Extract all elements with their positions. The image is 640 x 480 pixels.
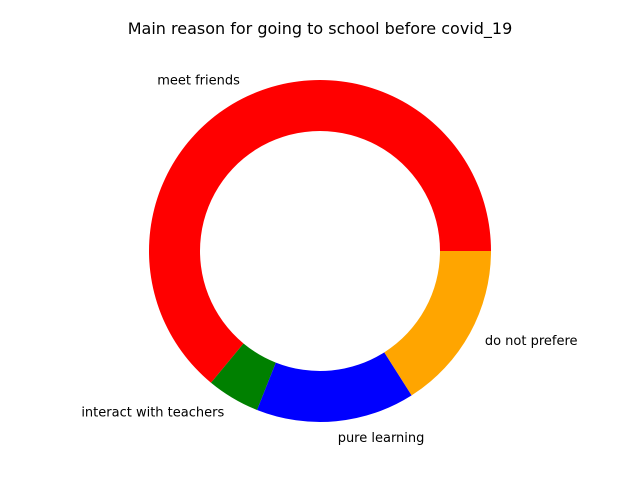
chart-title: Main reason for going to school before c… [128,19,513,39]
slice-interact-with-teachers [211,343,276,410]
slice-label-meet-friends: meet friends [157,73,240,88]
slice-pure-learning [257,352,412,423]
slice-labels: meet friends interact with teachers pure l… [81,73,577,445]
slice-meet-friends [149,79,492,383]
slice-label-pure-learning: pure learning [338,431,425,446]
slice-label-do-not-prefere: do not prefere [485,334,578,349]
donut-slices [149,79,492,423]
slice-label-interact-with-teachers: interact with teachers [81,405,224,420]
slice-do-not-prefere [384,251,491,396]
